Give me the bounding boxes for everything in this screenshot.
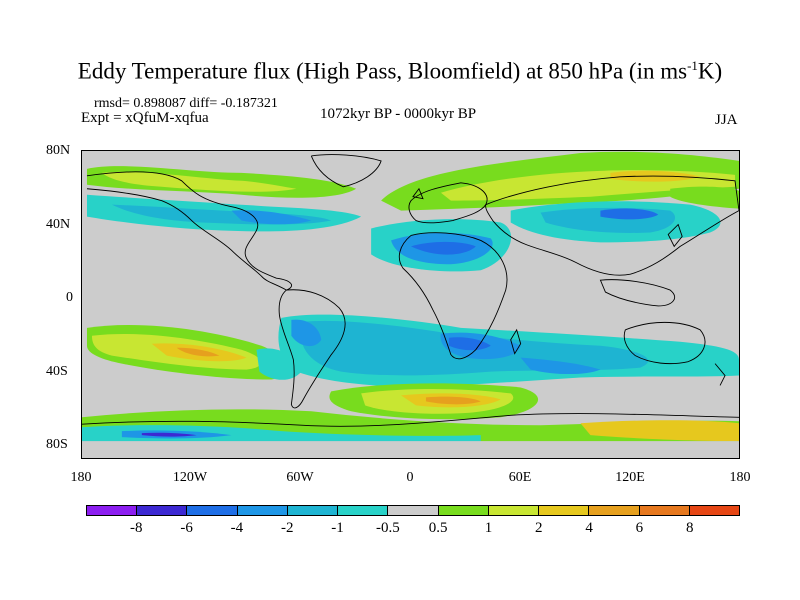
anomaly-antarctic-navy: [141, 432, 197, 437]
coastline-australia: [623, 322, 706, 365]
coastline-asia: [485, 175, 739, 276]
coastline-europe: [408, 182, 488, 224]
colorbar-segment: [589, 506, 640, 515]
anomaly-central-asia-dark-blue: [600, 208, 659, 220]
coastline-uk: [412, 187, 424, 200]
colorbar-segment: [388, 506, 439, 515]
colorbar-segment: [87, 506, 138, 515]
colorbar-segment: [137, 506, 188, 515]
coastline-antarctica: [82, 413, 739, 427]
anomaly-antarctic-orange: [580, 420, 739, 442]
colorbar-label: -4: [230, 520, 244, 536]
colorbar-label: 2: [535, 520, 543, 536]
anomaly-indian-ocean-blue: [520, 357, 601, 375]
lat-label-80s: 80S: [46, 437, 68, 452]
colorbar-segment: [438, 506, 489, 515]
antarctica-land: [82, 441, 739, 458]
colorbar-label: -0.5: [375, 520, 400, 536]
colorbar-label: -8: [130, 520, 143, 536]
chart-title: Eddy Temperature flux (High Pass, Bloomf…: [77, 58, 723, 84]
lon-label-60w: 60W: [286, 470, 314, 485]
colorbar-label: 8: [685, 520, 694, 536]
colorbar-label: 4: [585, 520, 593, 536]
coastline-southeast-asia: [599, 279, 675, 307]
anomaly-north-america-blue: [231, 210, 312, 225]
season-label: JJA: [715, 112, 738, 128]
lon-label-180e: 180: [729, 470, 751, 485]
colorbar-segment: [287, 506, 339, 515]
colorbar-segment: [639, 506, 690, 515]
colorbar-segment: [488, 506, 540, 515]
colorbar-segment: [338, 506, 389, 515]
anomaly-north-atlantic-yellow: [101, 171, 297, 192]
experiment-label: Expt = xQfuM-xqfua: [81, 110, 209, 126]
lat-label-80n: 80N: [46, 143, 71, 158]
colorbar: [86, 505, 740, 516]
colorbar-segment: [237, 506, 288, 515]
period-label: 1072kyr BP - 0000kyr BP: [320, 106, 477, 122]
lat-label-40s: 40S: [46, 364, 68, 379]
map-panel: [81, 150, 740, 459]
anomaly-east-siberia-green: [670, 186, 739, 209]
stats-text: rmsd= 0.898087 diff= -0.187321: [94, 96, 278, 111]
lon-label-60e: 60E: [508, 470, 532, 485]
anomaly-southern-ocean-dark-orange: [425, 396, 481, 405]
coastline-north-america: [86, 171, 292, 291]
colorbar-label: 6: [635, 520, 644, 536]
colorbar-label: 0.5: [428, 520, 448, 536]
coastline-madagascar: [510, 328, 522, 355]
lat-label-equator: 0: [66, 290, 73, 305]
coastlines: [82, 154, 739, 427]
colorbar-segment: [187, 506, 238, 515]
anomaly-south-pacific-dark-orange: [176, 347, 220, 357]
colorbar-label: -6: [180, 520, 193, 536]
colorbar-segment: [539, 506, 590, 515]
coastline-africa: [398, 232, 508, 360]
lon-label-120e: 120E: [615, 470, 645, 485]
colorbar-segment: [689, 506, 740, 515]
colorbar-label: 1: [484, 520, 493, 536]
map-canvas: [82, 151, 739, 458]
lon-label-120w: 120W: [172, 470, 208, 485]
lon-label-0: 0: [406, 470, 414, 485]
colorbar-label: -1: [331, 520, 344, 536]
lon-label-180w: 180: [70, 470, 92, 485]
colorbar-label: -2: [280, 520, 294, 536]
coastline-new-zealand: [714, 363, 726, 386]
anomaly-chile-cyan: [256, 348, 302, 380]
anomaly-south-america-blue: [291, 319, 322, 347]
coastline-japan: [667, 223, 683, 248]
coastline-greenland: [310, 154, 382, 188]
anomaly-mediterranean-dark-blue: [410, 241, 476, 255]
lat-label-40n: 40N: [46, 217, 71, 232]
anomaly-south-africa-dark-blue: [448, 337, 491, 351]
coastline-south-america: [278, 289, 346, 409]
